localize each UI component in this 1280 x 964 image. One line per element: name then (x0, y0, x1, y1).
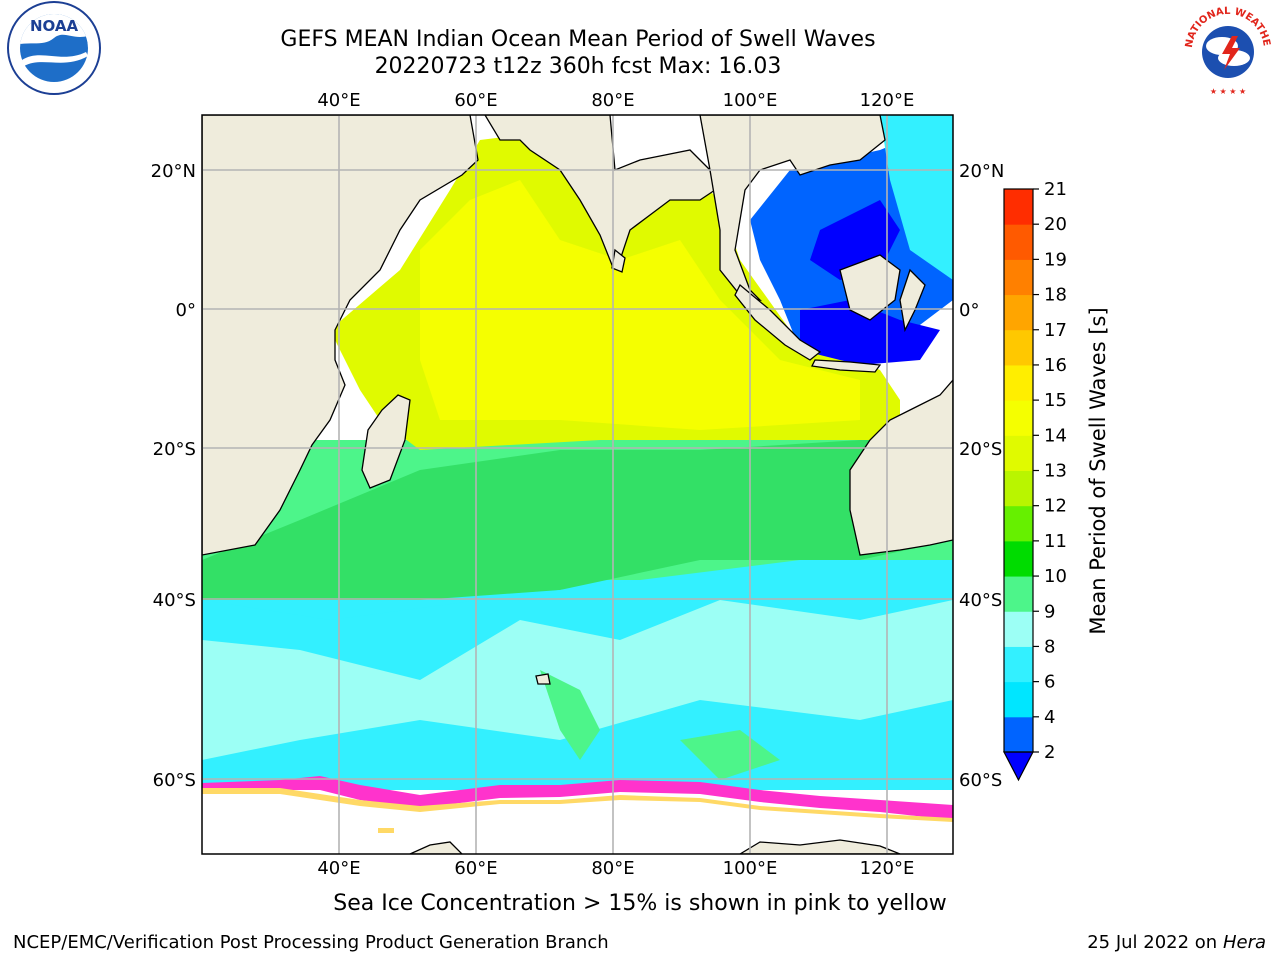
colorbar-tick-label: 20 (1044, 214, 1067, 235)
lon-label-top-80e: 80°E (591, 90, 634, 111)
sea-ice-note: Sea Ice Concentration > 15% is shown in … (333, 891, 947, 916)
colorbar-tick-label: 17 (1044, 320, 1067, 341)
colorbar-swatch (1004, 189, 1033, 225)
lat-label-right-20s: 20°S (959, 439, 1002, 460)
lat-label-right-60s: 60°S (959, 770, 1002, 791)
date-text: 25 Jul 2022 on (1087, 932, 1218, 953)
colorbar-tick-label: 8 (1044, 636, 1055, 657)
lon-label-bottom-80e: 80°E (591, 858, 634, 879)
colorbar-tick-label: 6 (1044, 672, 1055, 693)
colorbar: 2 4 6 8 9 10 11 12 13 14 15 16 17 18 19 20 21 (1003, 179, 1067, 782)
lat-label-right-0: 0° (959, 300, 979, 321)
land-africa-arabia (202, 115, 479, 556)
lon-label-top-60e: 60°E (454, 90, 497, 111)
colorbar-tick-label: 21 (1044, 179, 1067, 200)
lon-label-bottom-60e: 60°E (454, 858, 497, 879)
ocean-pacific-light (880, 115, 953, 280)
noaa-logo-text: NOAA (30, 17, 79, 35)
colorbar-tick-label: 2 (1044, 742, 1055, 763)
colorbar-tick-label: 4 (1044, 707, 1055, 728)
ocean-patch-green-2 (680, 730, 780, 780)
land-antarctica-1 (409, 841, 463, 854)
colorbar-swatch (1004, 681, 1033, 718)
land-borneo (839, 254, 901, 321)
ocean-south-pale (202, 600, 953, 760)
lon-label-bottom-40e: 40°E (317, 858, 360, 879)
land-sumatra (734, 283, 822, 361)
colorbar-label: Mean Period of Swell Waves [s] (1086, 307, 1110, 634)
graticule (202, 115, 953, 854)
sea-ice-band (202, 776, 953, 820)
colorbar-swatch (1004, 224, 1033, 260)
title-line-1: GEFS MEAN Indian Ocean Mean Period of Sw… (280, 27, 876, 52)
date-stamp: 25 Jul 2022 on Hera (1087, 932, 1266, 953)
land-india (484, 115, 716, 266)
ocean-midlat-green (202, 430, 953, 600)
credit-text: NCEP/EMC/Verification Post Processing Pr… (13, 932, 609, 953)
colorbar-swatch (1004, 540, 1033, 577)
colorbar-swatch (1004, 716, 1033, 753)
colorbar-swatch (1004, 294, 1033, 331)
colorbar-swatch (1004, 576, 1033, 612)
colorbar-tick-label: 13 (1044, 461, 1067, 482)
colorbar-tick-label: 11 (1044, 531, 1067, 552)
colorbar-tick-label: 14 (1044, 425, 1067, 446)
colorbar-swatch (1004, 505, 1033, 542)
nws-logo: NATIONAL WEATHER SERVICE ★ ★ ★ ★ (1172, 0, 1280, 100)
land-antarctica-2 (738, 839, 901, 854)
lat-label-left-20s: 20°S (153, 439, 196, 460)
land-australia (849, 379, 953, 556)
land-java (811, 359, 882, 373)
lat-label-left-40s: 40°S (153, 590, 196, 611)
colorbar-tick-label: 18 (1044, 285, 1067, 306)
lat-label-left-20n: 20°N (151, 161, 196, 182)
lat-label-right-40s: 40°S (959, 590, 1002, 611)
colorbar-tick-label: 19 (1044, 249, 1067, 270)
lon-label-bottom-100e: 100°E (723, 858, 778, 879)
colorbar-swatch (1004, 646, 1033, 683)
lon-label-bottom-120e: 120°E (860, 858, 915, 879)
colorbar-swatch (1004, 400, 1033, 436)
lat-label-right-20n: 20°N (959, 161, 1004, 182)
colorbar-swatch (1004, 329, 1033, 366)
host-name: Hera (1222, 932, 1266, 953)
lon-label-top-40e: 40°E (317, 90, 360, 111)
svg-text:★ ★ ★ ★: ★ ★ ★ ★ (1210, 87, 1246, 96)
land-sulawesi (899, 268, 926, 333)
colorbar-swatch (1004, 470, 1033, 507)
colorbar-tick-label: 9 (1044, 601, 1055, 622)
colorbar-tick-label: 12 (1044, 496, 1067, 517)
colorbar-swatch (1004, 364, 1033, 401)
colorbar-swatch (1004, 435, 1033, 471)
colorbar-swatch (1004, 611, 1033, 647)
lat-label-left-0: 0° (176, 300, 196, 321)
title-line-2: 20220723 t12z 360h fcst Max: 16.03 (374, 54, 782, 79)
map-frame (201, 114, 954, 855)
lon-label-top-120e: 120°E (860, 90, 915, 111)
land (202, 115, 953, 854)
colorbar-tick-label: 15 (1044, 390, 1067, 411)
sea-ice-yellow (202, 788, 953, 822)
land-kerguelen (535, 673, 551, 685)
land-madagascar (361, 394, 411, 489)
noaa-logo: NOAA (2, 0, 106, 100)
lat-label-left-60s: 60°S (153, 770, 196, 791)
ocean-java-sea-deep (800, 300, 940, 365)
colorbar-swatch (1004, 259, 1033, 296)
sea-ice-fleck (378, 828, 394, 833)
land-se-asia (699, 115, 886, 302)
colorbar-tick-label: 16 (1044, 355, 1067, 376)
colorbar-extend-arrow (1003, 751, 1034, 782)
lon-label-top-100e: 100°E (723, 90, 778, 111)
colorbar-tick-label: 10 (1044, 566, 1067, 587)
ocean-patch-green (540, 670, 600, 760)
